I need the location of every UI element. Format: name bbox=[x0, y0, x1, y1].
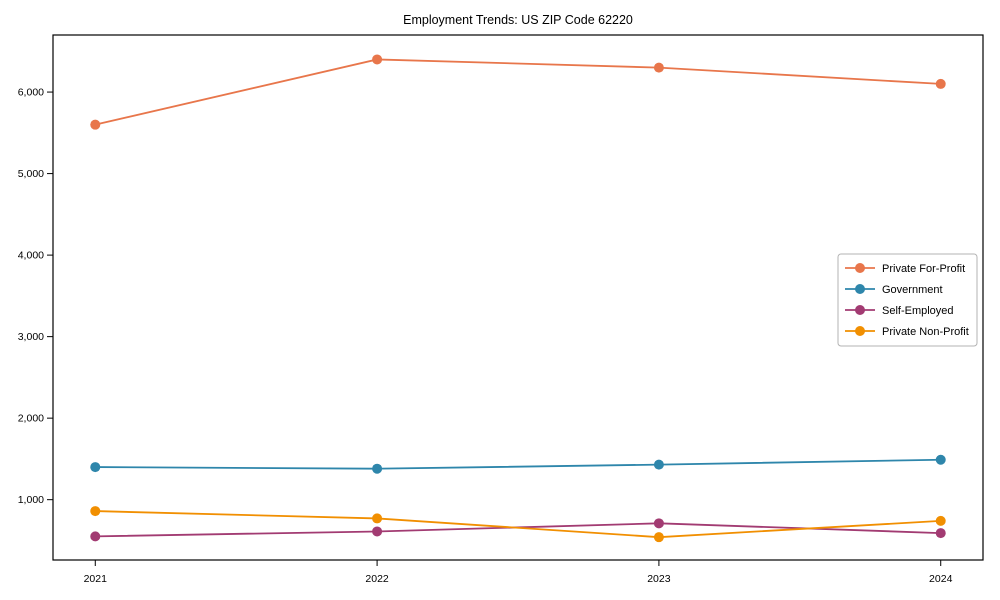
series-marker bbox=[372, 513, 383, 524]
series-marker bbox=[935, 454, 946, 465]
legend-box bbox=[837, 253, 978, 347]
legend-label: Private For-Profit bbox=[882, 263, 965, 275]
series-line bbox=[95, 58, 941, 126]
axes-frame bbox=[52, 34, 984, 561]
series-marker bbox=[372, 463, 383, 474]
legend-marker bbox=[855, 326, 865, 336]
x-tick-label: 2024 bbox=[929, 573, 953, 585]
x-tick-label: 2021 bbox=[84, 573, 108, 585]
series-marker bbox=[90, 462, 101, 473]
series-line bbox=[95, 522, 941, 538]
x-tick-label: 2022 bbox=[365, 573, 389, 585]
legend: Private For-Profit Government Self-Employe… bbox=[837, 253, 978, 347]
series-marker bbox=[653, 532, 664, 543]
legend-marker bbox=[855, 284, 865, 294]
y-tick-label: 6,000 bbox=[18, 87, 44, 99]
x-tick-label: 2023 bbox=[647, 573, 671, 585]
series-marker bbox=[372, 526, 383, 537]
y-tick-label: 3,000 bbox=[18, 331, 44, 343]
y-tick-label: 2,000 bbox=[18, 413, 44, 425]
series-marker bbox=[90, 119, 101, 130]
series-marker bbox=[935, 515, 946, 526]
legend-label: Self-Employed bbox=[882, 305, 954, 317]
series-marker bbox=[653, 62, 664, 73]
chart-title: Employment Trends: US ZIP Code 62220 bbox=[403, 13, 633, 27]
series-line bbox=[95, 510, 941, 539]
y-tick-label: 5,000 bbox=[18, 168, 44, 180]
series-line bbox=[95, 458, 941, 470]
series-marker bbox=[372, 54, 383, 65]
series-marker bbox=[653, 459, 664, 470]
series-marker bbox=[90, 506, 101, 517]
series-marker bbox=[935, 78, 946, 89]
legend-marker bbox=[855, 305, 865, 315]
y-tick-label: 4,000 bbox=[18, 250, 44, 262]
legend-label: Private Non-Profit bbox=[882, 326, 969, 338]
plot-area: 1,000 2,000 3,000 4,000 5,000 6,000 2021 2022 20… bbox=[18, 34, 984, 585]
legend-label: Government bbox=[882, 284, 943, 296]
series-marker bbox=[935, 528, 946, 539]
series-marker bbox=[90, 531, 101, 542]
series-marker bbox=[653, 518, 664, 529]
legend-marker bbox=[855, 263, 865, 273]
y-tick-label: 1,000 bbox=[18, 494, 44, 506]
